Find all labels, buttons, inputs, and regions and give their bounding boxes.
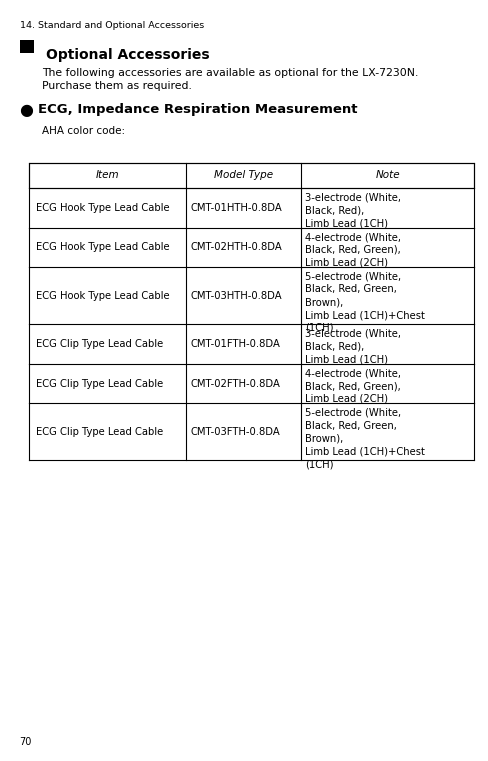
Text: ECG Clip Type Lead Cable: ECG Clip Type Lead Cable: [36, 378, 163, 389]
Text: 4-electrode (White,
Black, Red, Green),
Limb Lead (2CH): 4-electrode (White, Black, Red, Green), …: [305, 368, 400, 404]
Text: CMT-03FTH-0.8DA: CMT-03FTH-0.8DA: [190, 427, 280, 437]
Text: Purchase them as required.: Purchase them as required.: [41, 81, 191, 91]
Text: CMT-01HTH-0.8DA: CMT-01HTH-0.8DA: [190, 202, 282, 213]
Text: CMT-02FTH-0.8DA: CMT-02FTH-0.8DA: [190, 378, 280, 389]
Text: CMT-02HTH-0.8DA: CMT-02HTH-0.8DA: [190, 242, 282, 253]
Text: ECG, Impedance Respiration Measurement: ECG, Impedance Respiration Measurement: [38, 103, 357, 116]
Text: Model Type: Model Type: [213, 170, 272, 180]
Text: ECG Hook Type Lead Cable: ECG Hook Type Lead Cable: [36, 202, 169, 213]
Text: 70: 70: [20, 737, 32, 747]
Text: 5-electrode (White,
Black, Red, Green,
Brown),
Limb Lead (1CH)+Chest
(1CH): 5-electrode (White, Black, Red, Green, B…: [305, 408, 424, 469]
Text: ECG Clip Type Lead Cable: ECG Clip Type Lead Cable: [36, 427, 163, 437]
Text: 14. Standard and Optional Accessories: 14. Standard and Optional Accessories: [20, 21, 203, 30]
Text: Item: Item: [96, 170, 119, 180]
Text: 3-electrode (White,
Black, Red),
Limb Lead (1CH): 3-electrode (White, Black, Red), Limb Le…: [305, 193, 400, 228]
Text: Note: Note: [374, 170, 399, 180]
Text: CMT-03HTH-0.8DA: CMT-03HTH-0.8DA: [190, 291, 282, 301]
Text: CMT-01FTH-0.8DA: CMT-01FTH-0.8DA: [190, 339, 280, 349]
Text: ECG Hook Type Lead Cable: ECG Hook Type Lead Cable: [36, 291, 169, 301]
Text: Optional Accessories: Optional Accessories: [46, 48, 210, 62]
Text: 5-electrode (White,
Black, Red, Green,
Brown),
Limb Lead (1CH)+Chest
(1CH): 5-electrode (White, Black, Red, Green, B…: [305, 272, 424, 333]
Text: The following accessories are available as optional for the LX-7230N.: The following accessories are available …: [41, 68, 417, 78]
Text: ●: ●: [20, 103, 34, 118]
Text: 4-electrode (White,
Black, Red, Green),
Limb Lead (2CH): 4-electrode (White, Black, Red, Green), …: [305, 232, 400, 268]
Text: ECG Hook Type Lead Cable: ECG Hook Type Lead Cable: [36, 242, 169, 253]
Text: ECG Clip Type Lead Cable: ECG Clip Type Lead Cable: [36, 339, 163, 349]
FancyBboxPatch shape: [20, 40, 34, 53]
Text: 3-electrode (White,
Black, Red),
Limb Lead (1CH): 3-electrode (White, Black, Red), Limb Le…: [305, 329, 400, 365]
Text: AHA color code:: AHA color code:: [41, 126, 124, 136]
FancyBboxPatch shape: [29, 163, 473, 188]
